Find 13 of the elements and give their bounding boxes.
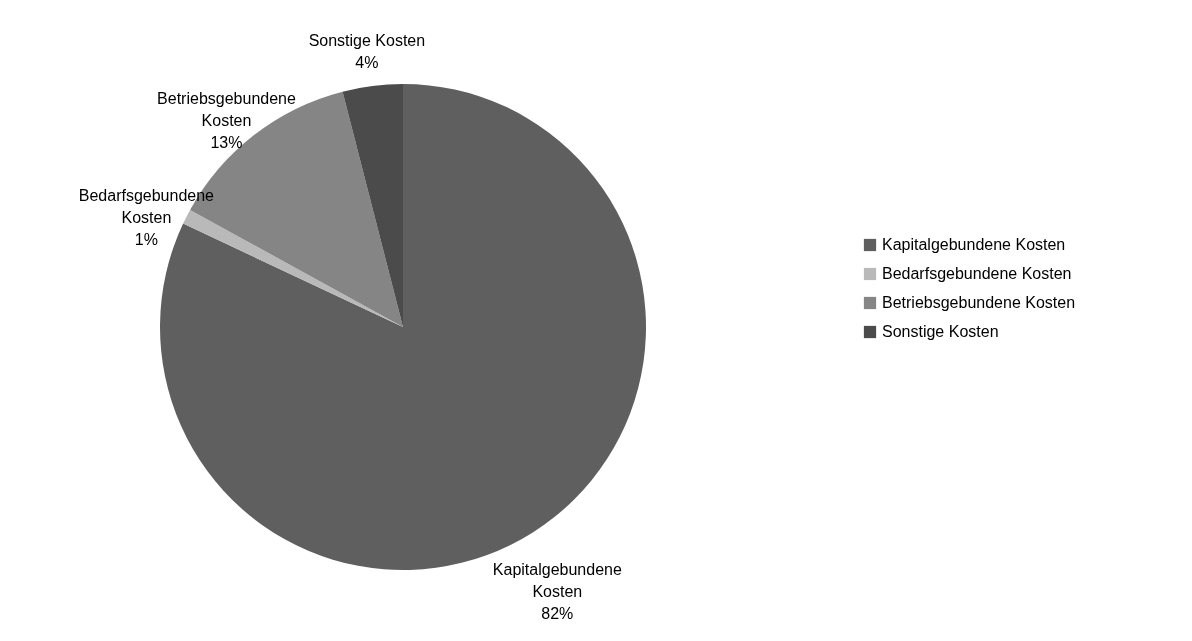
slice-label: Bedarfsgebundene Kosten — [78, 187, 215, 227]
data-label: 82% — [541, 605, 574, 623]
pie-slice — [342, 84, 403, 327]
slice-label: Sonstige Kosten — [308, 32, 426, 50]
legend-label: Bedarfsgebundene Kosten — [882, 265, 1072, 282]
legend-label: Betriebsgebundene Kosten — [882, 294, 1076, 311]
data-label: 4% — [355, 54, 379, 72]
data-label: 1% — [134, 231, 158, 249]
data-label: 13% — [210, 134, 243, 152]
slice-label: Betriebsgebundene Kosten — [157, 90, 296, 130]
legend-label: Sonstige Kosten — [882, 323, 999, 340]
slice-label: Kapitalgebundene Kosten — [492, 561, 622, 601]
legend-label: Kapitalgebundene Kosten — [882, 236, 1066, 253]
